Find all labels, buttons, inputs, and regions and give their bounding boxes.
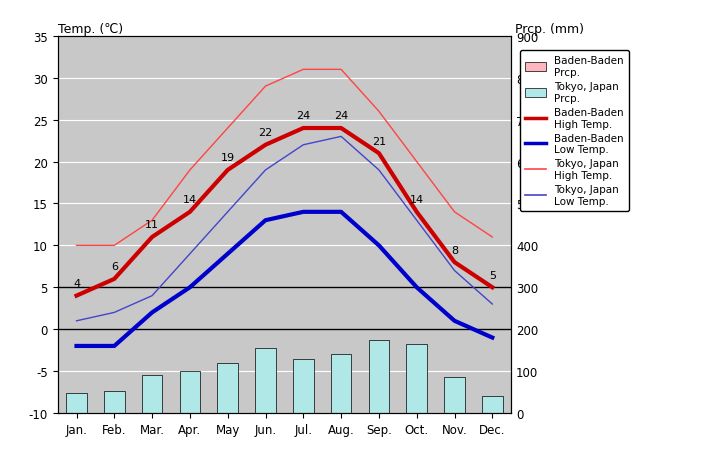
Baden-Baden
High Temp.	[450, 260, 459, 265]
Tokyo, Japan
Low Temp.	[186, 252, 194, 257]
Tokyo, Japan
High Temp.	[450, 210, 459, 215]
Tokyo, Japan
High Temp.	[148, 218, 156, 224]
Tokyo, Japan
High Temp.	[223, 126, 232, 131]
Text: Temp. (℃): Temp. (℃)	[58, 23, 122, 36]
Tokyo, Japan
Low Temp.	[223, 210, 232, 215]
Tokyo, Japan
High Temp.	[110, 243, 119, 249]
Bar	[444, 378, 465, 413]
Baden-Baden
High Temp.	[337, 126, 346, 131]
Bar	[217, 363, 238, 413]
Baden-Baden
Low Temp.	[186, 285, 194, 291]
Text: 5: 5	[489, 270, 496, 280]
Tokyo, Japan
High Temp.	[186, 168, 194, 174]
Baden-Baden
Low Temp.	[413, 285, 421, 291]
Text: 8: 8	[451, 245, 458, 255]
Tokyo, Japan
Low Temp.	[110, 310, 119, 315]
Text: 24: 24	[296, 111, 310, 121]
Bar	[406, 344, 427, 413]
Baden-Baden
Low Temp.	[72, 343, 81, 349]
Bar	[255, 348, 276, 413]
Text: 22: 22	[258, 128, 273, 138]
Baden-Baden
High Temp.	[148, 235, 156, 240]
Text: 11: 11	[145, 220, 159, 230]
Tokyo, Japan
Low Temp.	[148, 293, 156, 299]
Tokyo, Japan
High Temp.	[72, 243, 81, 249]
Baden-Baden
Low Temp.	[299, 210, 307, 215]
Tokyo, Japan
Low Temp.	[488, 302, 497, 307]
Tokyo, Japan
Low Temp.	[72, 319, 81, 324]
Text: 19: 19	[220, 153, 235, 163]
Tokyo, Japan
High Temp.	[261, 84, 270, 90]
Legend: Baden-Baden
Prcp., Tokyo, Japan
Prcp., Baden-Baden
High Temp., Baden-Baden
Low T: Baden-Baden Prcp., Tokyo, Japan Prcp., B…	[520, 51, 629, 212]
Tokyo, Japan
High Temp.	[337, 67, 346, 73]
Baden-Baden
Low Temp.	[450, 319, 459, 324]
Baden-Baden
Low Temp.	[223, 252, 232, 257]
Tokyo, Japan
Low Temp.	[261, 168, 270, 174]
Baden-Baden
High Temp.	[374, 151, 383, 157]
Tokyo, Japan
High Temp.	[413, 159, 421, 165]
Line: Tokyo, Japan
High Temp.: Tokyo, Japan High Temp.	[76, 70, 492, 246]
Text: 24: 24	[334, 111, 348, 121]
Tokyo, Japan
High Temp.	[299, 67, 307, 73]
Text: 4: 4	[73, 279, 80, 288]
Baden-Baden
High Temp.	[110, 276, 119, 282]
Baden-Baden
Low Temp.	[261, 218, 270, 224]
Tokyo, Japan
Low Temp.	[450, 268, 459, 274]
Bar	[482, 397, 503, 413]
Text: 14: 14	[183, 195, 197, 205]
Tokyo, Japan
Low Temp.	[337, 134, 346, 140]
Baden-Baden
Low Temp.	[337, 210, 346, 215]
Tokyo, Japan
High Temp.	[374, 109, 383, 115]
Baden-Baden
High Temp.	[413, 210, 421, 215]
Tokyo, Japan
Low Temp.	[413, 218, 421, 224]
Text: Prcp. (mm): Prcp. (mm)	[515, 23, 584, 36]
Baden-Baden
Low Temp.	[488, 335, 497, 341]
Baden-Baden
High Temp.	[72, 293, 81, 299]
Text: 6: 6	[111, 262, 118, 272]
Baden-Baden
High Temp.	[186, 210, 194, 215]
Bar	[66, 393, 87, 413]
Baden-Baden
Low Temp.	[110, 343, 119, 349]
Baden-Baden
Low Temp.	[148, 310, 156, 315]
Baden-Baden
High Temp.	[488, 285, 497, 291]
Text: 21: 21	[372, 136, 386, 146]
Text: 14: 14	[410, 195, 424, 205]
Bar	[293, 359, 314, 413]
Tokyo, Japan
High Temp.	[488, 235, 497, 240]
Baden-Baden
High Temp.	[299, 126, 307, 131]
Bar	[104, 391, 125, 413]
Bar	[142, 375, 163, 413]
Bar	[369, 340, 390, 413]
Line: Tokyo, Japan
Low Temp.: Tokyo, Japan Low Temp.	[76, 137, 492, 321]
Tokyo, Japan
Low Temp.	[374, 168, 383, 174]
Line: Baden-Baden
High Temp.: Baden-Baden High Temp.	[76, 129, 492, 296]
Baden-Baden
High Temp.	[223, 168, 232, 174]
Baden-Baden
High Temp.	[261, 143, 270, 148]
Baden-Baden
Low Temp.	[374, 243, 383, 249]
Line: Baden-Baden
Low Temp.: Baden-Baden Low Temp.	[76, 213, 492, 346]
Bar	[179, 371, 200, 413]
Tokyo, Japan
Low Temp.	[299, 143, 307, 148]
Bar	[330, 354, 351, 413]
